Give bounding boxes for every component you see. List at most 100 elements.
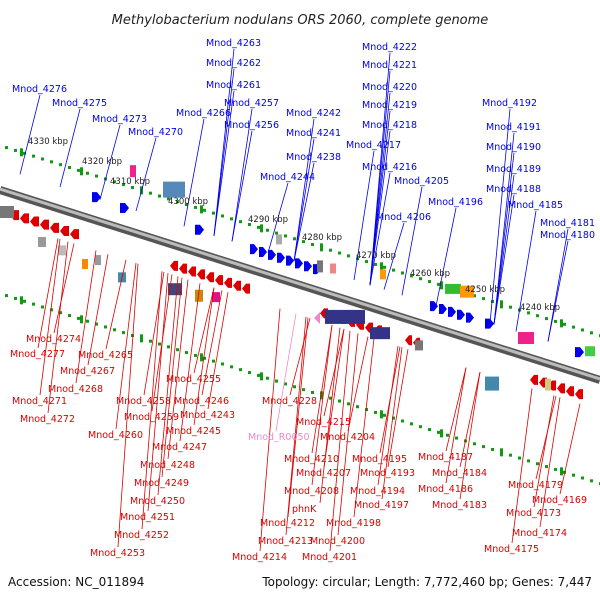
tick-dot: [401, 419, 404, 423]
tick-dot: [563, 322, 566, 326]
major-tick: [560, 319, 563, 328]
forward-gene-label: Mnod_4192: [482, 98, 537, 109]
gene-block: [460, 285, 474, 298]
tick-dot: [554, 319, 557, 323]
kbp-label: 4260 kbp: [410, 269, 450, 279]
tick-dot: [122, 331, 125, 335]
tick-dot: [95, 322, 98, 326]
reverse-gene: [188, 266, 196, 277]
tick-dot: [536, 314, 539, 318]
forward-leader: [213, 90, 235, 236]
kbp-label: 4250 kbp: [465, 285, 505, 295]
reverse-leader: [445, 367, 467, 452]
tick-dot: [509, 305, 512, 309]
tick-dot: [221, 214, 224, 218]
gene-block: [585, 346, 595, 357]
tick-dot: [491, 299, 494, 303]
gene-block: [82, 258, 88, 269]
reverse-gene-label: Mnod_4214: [232, 552, 287, 563]
tick-dot: [302, 240, 305, 244]
kbp-label: 4290 kbp: [248, 215, 288, 225]
forward-gene-label: Mnod_4266: [176, 108, 231, 119]
reverse-gene-label: Mnod_4207: [296, 468, 351, 479]
tick-dot: [509, 453, 512, 457]
forward-gene-label: Mnod_4185: [508, 200, 563, 211]
reverse-leader: [47, 241, 69, 414]
tick-dot: [473, 442, 476, 446]
forward-gene-label: Mnod_4261: [206, 80, 261, 91]
tick-dot: [527, 311, 530, 315]
forward-leader: [293, 162, 315, 262]
gene-block: [317, 260, 323, 273]
tick-dot: [23, 151, 26, 155]
forward-gene-labels: Mnod_4276 Mnod_4275 Mnod_4273 Mnod_4270 Mnod…: [12, 38, 595, 241]
tick-dot: [590, 479, 593, 483]
tick-dot: [302, 388, 305, 392]
reverse-gene-label: Mnod_4250: [130, 496, 185, 507]
reverse-gene: [215, 275, 223, 286]
map-title: Methylobacterium nodulans ORS 2060, comp…: [112, 13, 489, 28]
forward-leader: [547, 240, 569, 342]
reverse-leader: [353, 338, 375, 518]
forward-gene-label: Mnod_4206: [376, 212, 431, 223]
tick-dot: [230, 365, 233, 369]
gene-block: [380, 269, 386, 280]
tick-dot: [590, 331, 593, 335]
forward-gene-label: Mnod_4180: [540, 230, 595, 241]
forward-leader: [435, 207, 457, 307]
forward-leader: [493, 194, 515, 325]
major-tick: [320, 391, 323, 400]
reverse-leader: [387, 349, 409, 468]
reverse-leader: [167, 279, 189, 460]
forward-gene-label: Mnod_4244: [260, 172, 315, 183]
reverse-leader: [115, 263, 137, 430]
gene-block: [325, 309, 365, 324]
tick-dot: [383, 265, 386, 269]
reverse-leader: [161, 277, 183, 478]
reverse-gene-label: Mnod_R0050: [248, 432, 310, 443]
reverse-leader: [75, 250, 97, 384]
kbp-label: 4330 kbp: [28, 137, 68, 147]
forward-gene-label: Mnod_4221: [362, 60, 417, 71]
reverse-gene: [70, 229, 79, 240]
reverse-gene-label: Mnod_4272: [20, 414, 75, 425]
gene-block: [485, 376, 499, 391]
reverse-gene-label: Mnod_4187: [418, 452, 473, 463]
reverse-leader: [179, 283, 201, 442]
forward-gene: [295, 258, 303, 269]
forward-leader: [353, 150, 375, 281]
label-leaders: [19, 48, 581, 552]
reverse-gene-labels: Mnod_4274 Mnod_4277 Mnod_4265 Mnod_4267 Mnod…: [10, 334, 587, 563]
reverse-gene-label: Mnod_4255: [166, 374, 221, 385]
reverse-gene-label: Mnod_4193: [360, 468, 415, 479]
tick-dot: [248, 223, 251, 227]
forward-gene: [195, 224, 204, 235]
tick-dot: [581, 476, 584, 480]
gene-block: [545, 378, 551, 391]
forward-gene-label: Mnod_4238: [286, 152, 341, 163]
forward-gene-label: Mnod_4222: [362, 42, 417, 53]
reverse-gene-label: Mnod_4212: [260, 518, 315, 529]
tick-dot: [149, 339, 152, 343]
reverse-gene: [30, 216, 39, 227]
reverse-gene: [575, 389, 583, 400]
reverse-gene: [557, 383, 565, 394]
tick-dot: [545, 465, 548, 469]
reverse-leader: [157, 276, 179, 496]
gene-block: [195, 289, 203, 302]
tick-dot: [581, 328, 584, 332]
reverse-gene-label: Mnod_4245: [166, 426, 221, 437]
reverse-gene-label: Mnod_4215: [296, 417, 351, 428]
tick-dot: [230, 217, 233, 221]
forward-gene-label: Mnod_4275: [52, 98, 107, 109]
tick-dot: [50, 160, 53, 164]
tick-dot: [365, 260, 368, 264]
tick-dot: [275, 379, 278, 383]
reverse-gene-label: Mnod_4246: [174, 396, 229, 407]
tick-dot: [5, 294, 8, 298]
reverse-leader: [37, 238, 59, 349]
reverse-leader: [285, 316, 307, 536]
tick-dot: [572, 325, 575, 329]
reverse-leader: [533, 395, 555, 508]
